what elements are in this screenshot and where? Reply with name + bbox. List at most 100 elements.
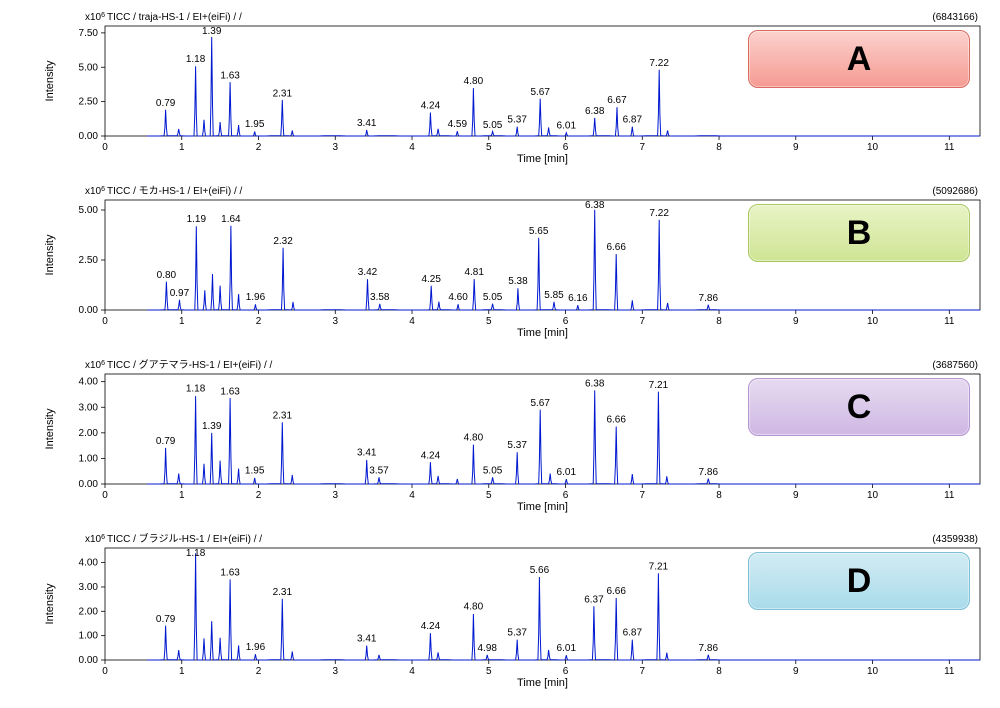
peak-label: 3.58 [370, 292, 390, 303]
peak-label: 7.86 [699, 643, 719, 654]
peak-label: 5.67 [530, 87, 550, 98]
peak-label: 1.95 [245, 466, 265, 477]
x-tick-label: 10 [867, 316, 879, 327]
x-tick-label: 8 [716, 142, 722, 153]
x-tick-label: 11 [944, 666, 955, 677]
y-tick-label: 0.00 [79, 479, 99, 490]
peak-label: 5.37 [507, 440, 527, 451]
y-tick-label: 4.00 [79, 558, 99, 569]
peak-label: 0.97 [170, 288, 190, 299]
panel-title: TICC / ブラジル-HS-1 / EI+(eiFi) / / [107, 532, 262, 545]
peak-label: 4.80 [464, 76, 484, 87]
y-tick-label: 0.00 [79, 305, 99, 316]
peak-label: 6.16 [568, 293, 588, 304]
x-tick-label: 3 [332, 490, 338, 501]
panel-badge-a: A [748, 30, 970, 88]
y-tick-label: 2.00 [79, 428, 99, 439]
peak-label: 1.18 [186, 54, 206, 65]
y-tick-label: 1.00 [79, 453, 99, 464]
peak-label: 5.05 [483, 292, 503, 303]
y-tick-label: 3.00 [79, 582, 99, 593]
peak-label: 5.37 [507, 627, 527, 638]
x-tick-label: 3 [332, 316, 338, 327]
x-tick-label: 1 [179, 316, 185, 327]
x-tick-label: 9 [793, 142, 799, 153]
x-tick-label: 3 [332, 142, 338, 153]
peak-label: 6.38 [585, 379, 605, 390]
y-multiplier: x106 [85, 534, 105, 546]
peak-label: 5.05 [483, 466, 503, 477]
peak-label: 5.66 [530, 565, 550, 576]
peak-label: 6.38 [585, 200, 605, 211]
x-tick-label: 2 [256, 666, 262, 677]
x-tick-label: 8 [716, 490, 722, 501]
y-tick-label: 3.00 [79, 402, 99, 413]
panel-right-label: (6843166) [932, 12, 978, 23]
peak-label: 6.01 [557, 643, 577, 654]
peak-label: 7.21 [649, 380, 669, 391]
x-tick-label: 4 [409, 666, 415, 677]
x-tick-label: 2 [256, 142, 262, 153]
peak-label: 4.59 [448, 119, 468, 130]
peak-label: 0.79 [156, 98, 176, 109]
peak-label: 4.80 [464, 432, 484, 443]
y-tick-label: 2.00 [79, 606, 99, 617]
panel-badge-c: C [748, 378, 970, 436]
x-tick-label: 1 [179, 666, 185, 677]
peak-label: 1.63 [220, 70, 240, 81]
peak-label: 3.41 [357, 633, 377, 644]
panel-badge-d: D [748, 552, 970, 610]
peak-label: 1.39 [202, 26, 222, 37]
peak-label: 5.65 [529, 226, 549, 237]
x-tick-label: 9 [793, 666, 799, 677]
x-tick-label: 5 [486, 142, 492, 153]
peak-label: 4.24 [421, 101, 441, 112]
peak-label: 4.25 [421, 274, 441, 285]
x-tick-label: 9 [793, 316, 799, 327]
x-tick-label: 4 [409, 316, 415, 327]
x-tick-label: 7 [639, 490, 645, 501]
peak-label: 6.66 [606, 242, 626, 253]
x-axis-label: Time [min] [517, 677, 568, 689]
peak-label: 3.57 [369, 466, 389, 477]
peak-label: 1.19 [187, 214, 207, 225]
y-tick-label: 1.00 [79, 631, 99, 642]
x-tick-label: 1 [179, 142, 185, 153]
y-tick-label: 5.00 [79, 62, 99, 73]
peak-label: 1.95 [245, 119, 265, 130]
x-tick-label: 3 [332, 666, 338, 677]
peak-label: 1.18 [186, 548, 206, 559]
peak-label: 6.87 [623, 114, 643, 125]
panel-title: TICC / モカ-HS-1 / EI+(eiFi) / / [107, 185, 243, 197]
peak-label: 6.67 [607, 95, 627, 106]
peak-label: 2.31 [273, 88, 293, 99]
y-axis-label: Intensity [44, 60, 56, 101]
x-tick-label: 5 [486, 490, 492, 501]
peak-label: 2.31 [273, 411, 293, 422]
x-tick-label: 2 [256, 316, 262, 327]
x-tick-label: 10 [867, 490, 879, 501]
peak-label: 5.85 [544, 290, 564, 301]
x-tick-label: 8 [716, 666, 722, 677]
peak-label: 6.38 [585, 106, 605, 117]
x-tick-label: 8 [716, 316, 722, 327]
x-tick-label: 6 [563, 316, 569, 327]
peak-label: 1.18 [186, 384, 206, 395]
peak-label: 5.67 [530, 398, 550, 409]
y-axis-label: Intensity [44, 583, 56, 624]
y-tick-label: 5.00 [79, 205, 99, 216]
y-tick-label: 2.50 [79, 255, 99, 266]
peak-label: 6.87 [623, 627, 643, 638]
peak-label: 6.66 [606, 414, 626, 425]
x-tick-label: 0 [102, 666, 108, 677]
x-axis-label: Time [min] [517, 327, 568, 339]
y-multiplier: x106 [85, 360, 105, 372]
peak-label: 4.24 [421, 621, 441, 632]
x-tick-label: 5 [486, 316, 492, 327]
x-tick-label: 5 [486, 666, 492, 677]
peak-label: 0.80 [157, 270, 177, 281]
x-tick-label: 10 [867, 666, 879, 677]
x-tick-label: 6 [563, 142, 569, 153]
x-axis-label: Time [min] [517, 153, 568, 165]
y-axis-label: Intensity [44, 408, 56, 449]
